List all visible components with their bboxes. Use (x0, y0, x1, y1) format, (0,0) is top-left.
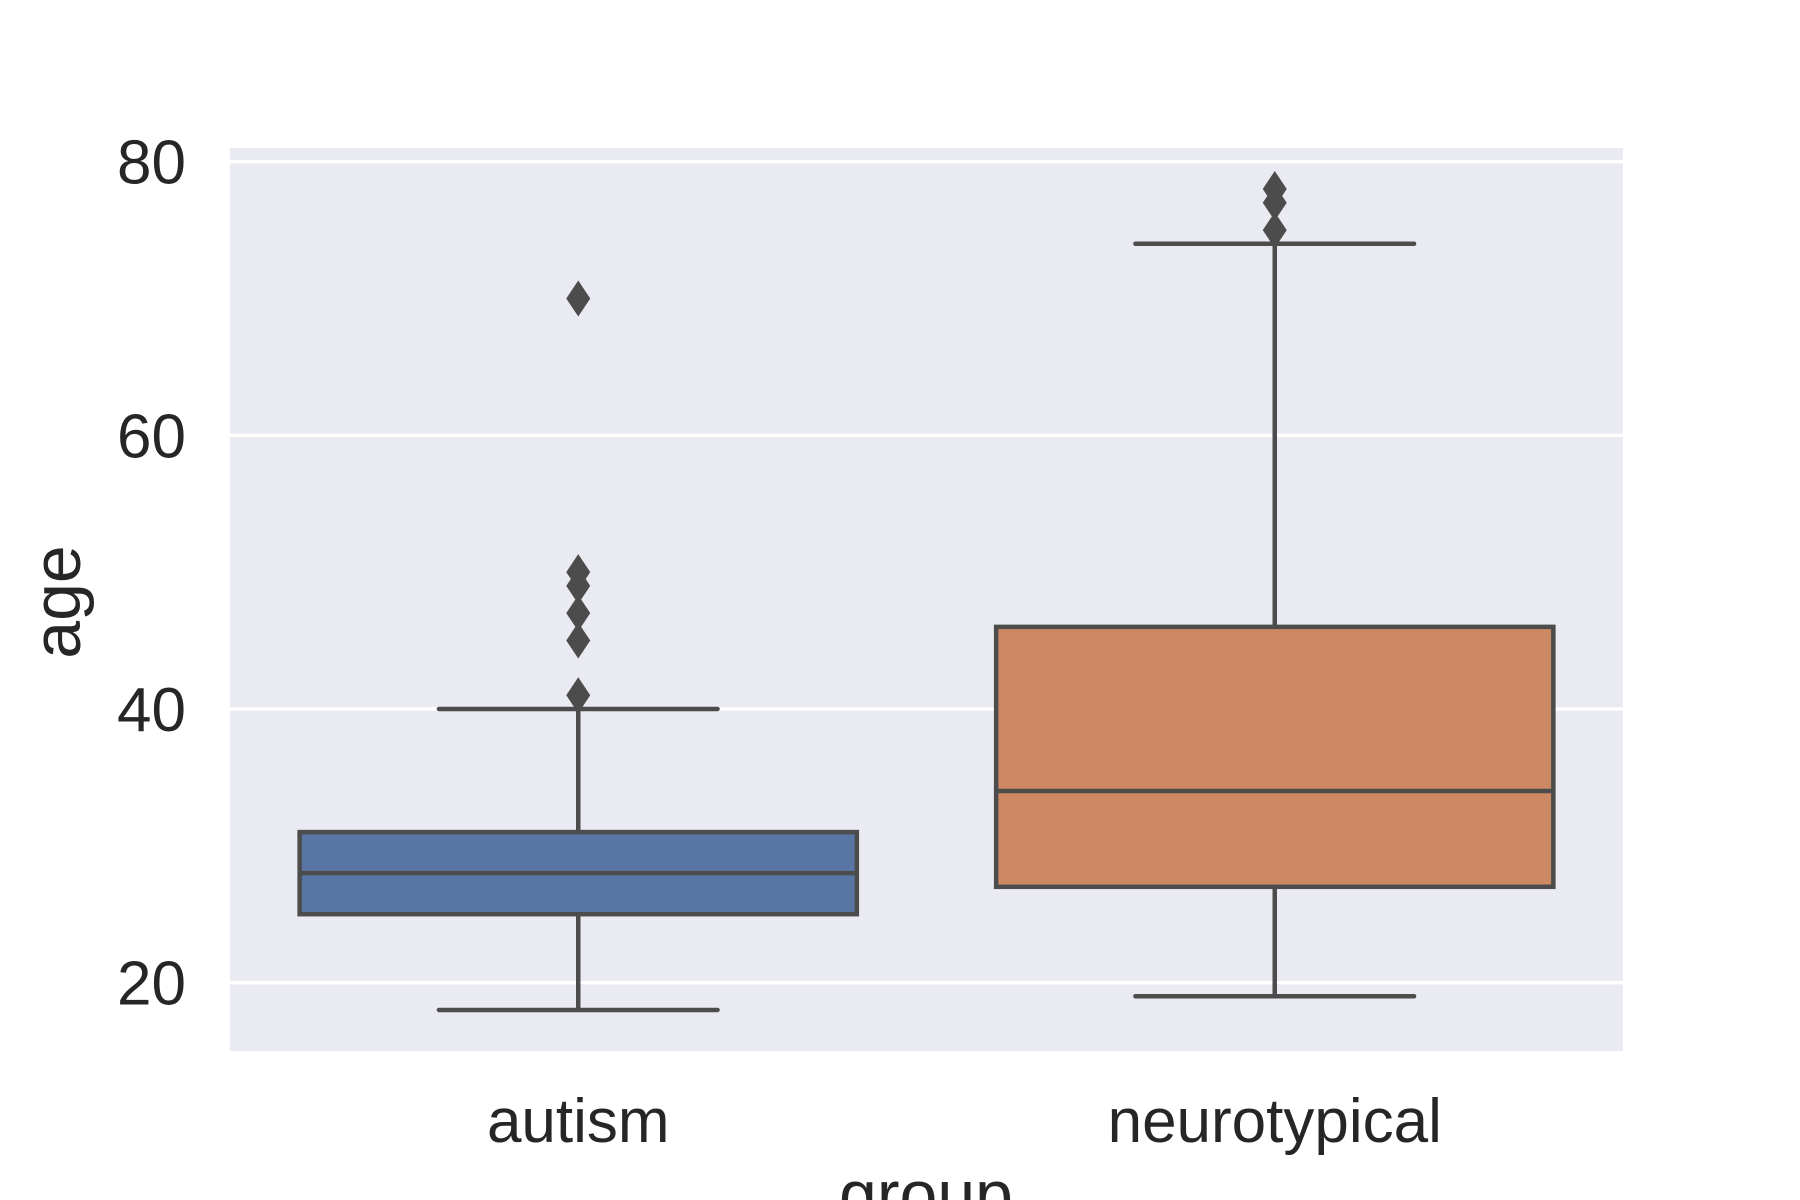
outlier-point (566, 280, 591, 317)
y-tick-label-80: 80 (117, 129, 186, 198)
y-tick-label-40: 40 (117, 676, 186, 745)
box-group-neurotypical (993, 171, 1556, 999)
x-tick-labels: autism neurotypical (487, 1087, 1442, 1156)
y-tick-label-60: 60 (117, 402, 186, 471)
outlier-point (566, 622, 591, 659)
outlier-point (566, 677, 591, 714)
x-tick-label-autism: autism (487, 1087, 670, 1156)
x-tick-label-neurotypical: neurotypical (1108, 1087, 1442, 1156)
outlier-point (566, 554, 591, 591)
outlier-point (1262, 171, 1287, 208)
x-axis-label: group (839, 1157, 1013, 1200)
y-tick-labels: 20 40 60 80 (117, 129, 186, 1019)
box-group-autism (297, 280, 860, 1013)
y-tick-label-20: 20 (117, 950, 186, 1019)
outlier-point (566, 595, 591, 632)
y-axis-label: age (19, 545, 95, 658)
boxes (297, 171, 1556, 1013)
iqr-box (993, 624, 1556, 890)
outlier-point (1262, 212, 1287, 249)
